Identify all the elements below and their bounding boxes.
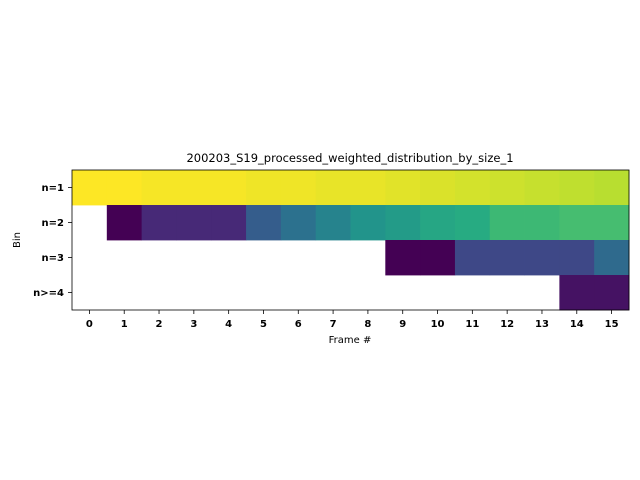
- x-tick-label: 1: [121, 319, 128, 330]
- heatmap-cell: [176, 170, 212, 206]
- heatmap-cell: [524, 205, 560, 241]
- heatmap-cell: [72, 170, 108, 206]
- x-tick-label: 9: [399, 319, 406, 330]
- heatmap-cell: [559, 170, 595, 206]
- heatmap-cell: [106, 170, 143, 206]
- x-tick-label: 5: [260, 319, 267, 330]
- x-tick-label: 14: [570, 319, 584, 330]
- heatmap-cell: [176, 205, 212, 241]
- y-tick-label: n=2: [42, 218, 64, 229]
- x-tick-label: 12: [500, 319, 514, 330]
- heatmap-cell: [454, 205, 491, 241]
- heatmap-cell: [594, 275, 630, 311]
- y-tick-label: n=3: [42, 253, 64, 264]
- heatmap-cell: [454, 240, 491, 276]
- heatmap-cell: [385, 205, 421, 241]
- x-tick-label: 11: [465, 319, 479, 330]
- heatmap-cell: [280, 170, 317, 206]
- heatmap-cell: [211, 170, 247, 206]
- heatmap-cell: [559, 275, 595, 311]
- heatmap-cell: [420, 205, 456, 241]
- heatmap-cell: [489, 240, 525, 276]
- heatmap-cell: [524, 240, 560, 276]
- y-tick-label: n=1: [42, 183, 64, 194]
- heatmap-cell: [489, 205, 525, 241]
- heatmap-cell: [559, 205, 595, 241]
- heatmap-cell: [559, 240, 595, 276]
- heatmap-cell: [454, 170, 491, 206]
- heatmap-cell: [315, 170, 351, 206]
- heatmap-cell: [385, 240, 421, 276]
- chart-title: 200203_S19_processed_weighted_distributi…: [186, 151, 513, 165]
- x-axis-label: Frame #: [329, 335, 372, 346]
- heatmap-cell: [594, 205, 630, 241]
- x-tick-label: 10: [431, 319, 445, 330]
- heatmap-cell: [211, 205, 247, 241]
- heatmap-cells: [72, 170, 630, 311]
- x-tick-label: 4: [225, 319, 232, 330]
- x-tick-label: 7: [330, 319, 337, 330]
- heatmap-cell: [246, 170, 282, 206]
- heatmap-cell: [141, 170, 177, 206]
- plot-frame: [71, 169, 630, 311]
- heatmap-cell: [315, 205, 351, 241]
- x-tick-label: 8: [364, 319, 371, 330]
- heatmap-cell: [489, 170, 525, 206]
- x-tick-label: 3: [190, 319, 197, 330]
- y-tick-label: n>=4: [33, 288, 64, 299]
- heatmap-cell: [106, 205, 143, 241]
- heatmap-cell: [280, 205, 317, 241]
- x-tick-label: 2: [156, 319, 163, 330]
- heatmap-cell: [141, 205, 177, 241]
- heatmap-cell: [420, 240, 456, 276]
- y-axis-ticks: n=1 n=2 n=3 n>=4: [33, 183, 72, 299]
- x-tick-label: 13: [535, 319, 549, 330]
- heatmap-cell: [524, 170, 560, 206]
- heatmap-cell: [420, 170, 456, 206]
- heatmap-cell: [350, 205, 386, 241]
- heatmap-cell: [594, 170, 630, 206]
- heatmap-cell: [594, 240, 630, 276]
- heatmap-cell: [350, 170, 386, 206]
- y-axis-label: Bin: [12, 232, 23, 248]
- x-tick-label: 0: [86, 319, 93, 330]
- heatmap-cell: [246, 205, 282, 241]
- heatmap-cell: [385, 170, 421, 206]
- x-tick-label: 6: [295, 319, 302, 330]
- x-axis-ticks: 0 1 2 3 4 5 6 7 8 9 10 11 12 13 14 15: [86, 310, 619, 330]
- x-tick-label: 15: [605, 319, 619, 330]
